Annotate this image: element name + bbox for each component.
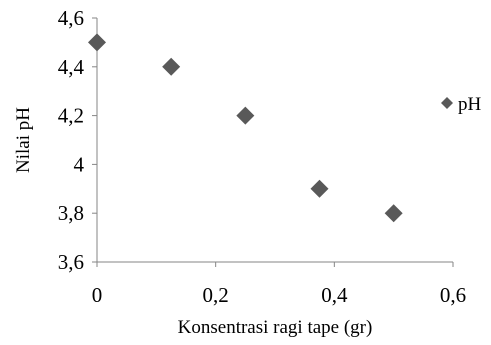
y-tick-label: 3,6 <box>58 250 84 274</box>
legend-diamond-icon <box>441 97 453 109</box>
plot-area: 3,6 3,8 4 4,2 4,4 4,6 0 0,2 0,4 0,6 <box>58 6 466 307</box>
legend: pH <box>441 94 482 115</box>
data-point <box>88 33 106 52</box>
y-tick-label: 3,8 <box>58 201 84 225</box>
data-point <box>384 204 403 223</box>
data-point <box>310 179 329 198</box>
data-points <box>88 33 403 223</box>
y-tick-label: 4,6 <box>58 6 84 30</box>
y-axis-ticks: 3,6 3,8 4 4,2 4,4 4,6 <box>58 6 97 274</box>
x-tick-label: 0,2 <box>203 283 229 307</box>
data-point <box>236 106 255 125</box>
x-axis-title: Konsentrasi ragi tape (gr) <box>178 317 373 338</box>
y-tick-label: 4,2 <box>58 104 84 128</box>
y-tick-label: 4,4 <box>58 55 85 79</box>
x-axis-ticks: 0 0,2 0,4 0,6 <box>92 262 466 307</box>
x-tick-label: 0,6 <box>440 283 466 307</box>
y-axis-title: Nilai pH <box>13 107 34 173</box>
x-tick-label: 0,4 <box>321 283 348 307</box>
y-tick-label: 4 <box>74 152 85 176</box>
x-tick-label: 0 <box>92 283 103 307</box>
data-point <box>162 57 181 76</box>
legend-label: pH <box>458 94 482 115</box>
